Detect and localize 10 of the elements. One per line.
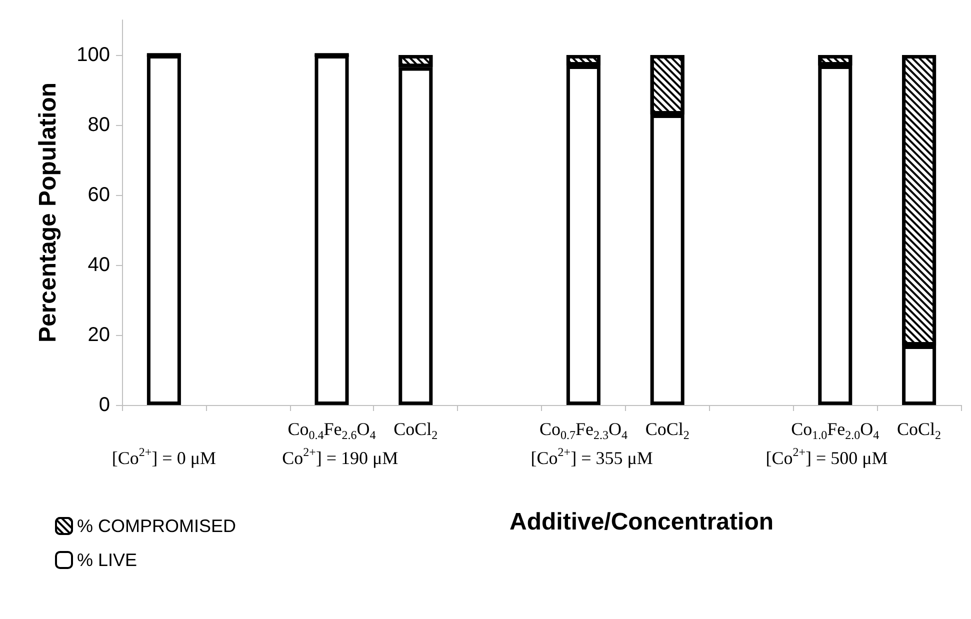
y-tick-label: 0 — [98, 394, 110, 416]
y-axis-title: Percentage Population — [34, 82, 62, 343]
y-tick-label: 60 — [88, 184, 110, 206]
x-axis-title: Additive/Concentration — [509, 508, 774, 536]
y-tick-label: 40 — [88, 254, 110, 276]
y-tick-label: 100 — [76, 44, 110, 66]
y-tick-label: 80 — [88, 114, 110, 136]
legend-label: % LIVE — [77, 550, 138, 570]
legend-label: % COMPROMISED — [77, 516, 236, 536]
y-tick-label: 20 — [88, 324, 110, 346]
